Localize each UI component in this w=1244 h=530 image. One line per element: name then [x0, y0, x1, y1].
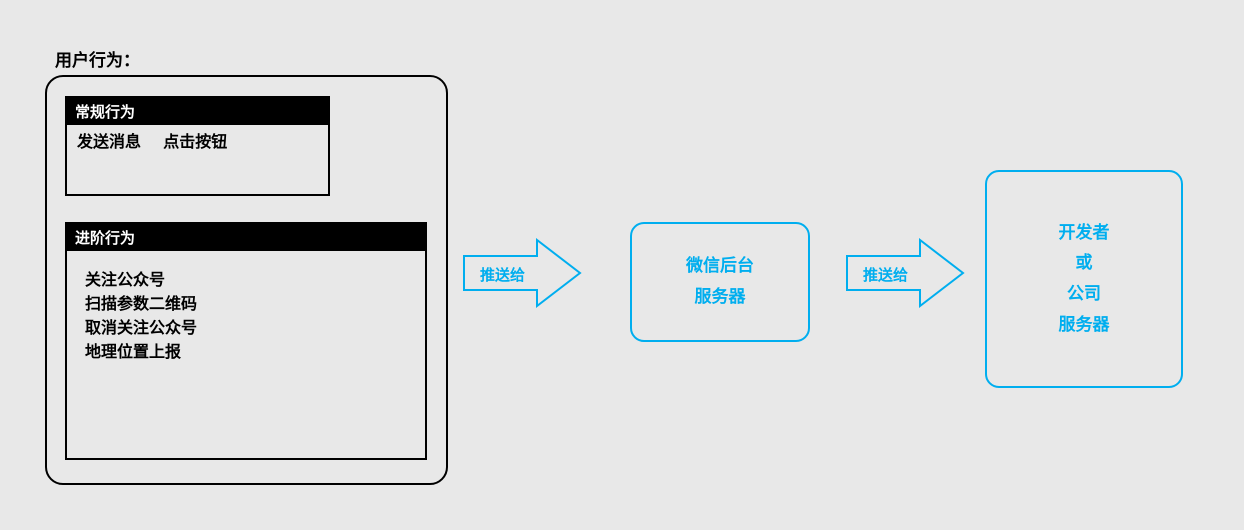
wechat-server-box: 微信后台 服务器 — [630, 222, 810, 342]
common-behavior-items: 发送消息 点击按钮 — [67, 125, 328, 161]
advanced-item: 关注公众号 — [85, 269, 415, 293]
dev-server-box: 开发者 或 公司 服务器 — [985, 170, 1183, 388]
arrow-label: 推送给 — [480, 264, 525, 285]
common-behavior-box: 常规行为 发送消息 点击按钮 — [65, 96, 330, 196]
dev-server-line: 或 — [1076, 248, 1093, 279]
advanced-behavior-box: 进阶行为 关注公众号 扫描参数二维码 取消关注公众号 地理位置上报 — [65, 222, 427, 460]
user-behavior-title: 用户行为： — [55, 46, 140, 71]
advanced-behavior-header: 进阶行为 — [67, 224, 425, 251]
dev-server-line: 公司 — [1067, 279, 1101, 310]
advanced-item: 扫描参数二维码 — [85, 293, 415, 317]
dev-server-line: 开发者 — [1059, 218, 1110, 249]
common-behavior-header: 常规行为 — [67, 98, 328, 125]
wechat-server-line: 服务器 — [695, 282, 746, 313]
advanced-item: 地理位置上报 — [85, 341, 415, 365]
dev-server-line: 服务器 — [1059, 310, 1110, 341]
arrow-label: 推送给 — [863, 264, 908, 285]
arrow-push-2: 推送给 — [845, 238, 965, 308]
arrow-push-1: 推送给 — [462, 238, 582, 308]
advanced-item: 取消关注公众号 — [85, 317, 415, 341]
wechat-server-line: 微信后台 — [686, 251, 754, 282]
